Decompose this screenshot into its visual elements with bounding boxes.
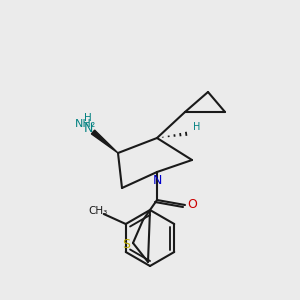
Text: CH₃: CH₃ — [88, 206, 107, 216]
Text: O: O — [187, 199, 197, 212]
Text: N: N — [152, 173, 162, 187]
Polygon shape — [92, 130, 118, 153]
Text: H: H — [84, 113, 92, 123]
Text: N: N — [83, 122, 93, 134]
Text: H: H — [193, 122, 201, 132]
Text: S: S — [122, 238, 130, 251]
Text: NH₂: NH₂ — [74, 119, 96, 129]
